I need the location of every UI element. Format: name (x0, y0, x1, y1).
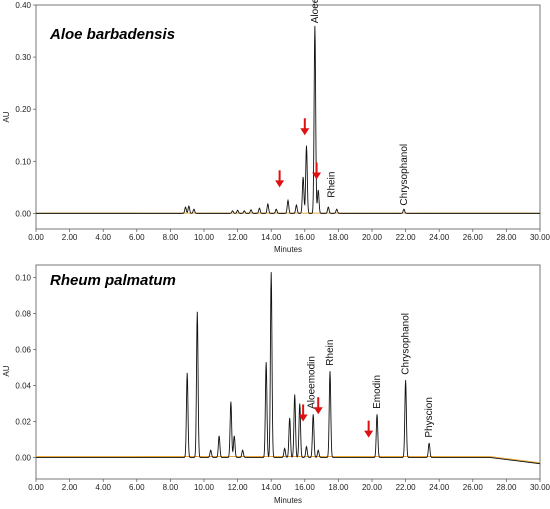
trace-layer (36, 272, 541, 465)
y-axis-label: AU (2, 111, 11, 122)
x-tick-label: 14.00 (261, 233, 282, 242)
peak-label: Rhein (327, 172, 338, 198)
red-arrow-marker (298, 404, 308, 422)
y-tick-label: 0.08 (15, 310, 31, 319)
x-tick-label: 20.00 (362, 233, 383, 242)
red-arrow-marker (300, 118, 310, 136)
x-tick-label: 2.00 (62, 233, 78, 242)
y-axis-label: AU (2, 365, 11, 376)
x-axis-label: Minutes (274, 496, 302, 505)
x-tick-label: 0.00 (28, 233, 44, 242)
peak-label: Rhein (325, 340, 336, 366)
x-tick-label: 24.00 (429, 233, 450, 242)
x-tick-label: 6.00 (129, 233, 145, 242)
sample-trace (36, 25, 540, 214)
red-arrow-marker (312, 162, 322, 180)
y-tick-label: 0.00 (15, 453, 31, 462)
x-axis-label: Minutes (274, 245, 302, 254)
red-arrow-marker (275, 170, 285, 188)
trace-layer (36, 25, 540, 214)
x-tick-label: 20.00 (362, 483, 383, 492)
plot-frame (35, 264, 541, 480)
peak-label: Aloeemodin (310, 0, 321, 23)
x-tick-label: 16.00 (295, 483, 316, 492)
x-tick-label: 4.00 (95, 483, 111, 492)
x-tick-label: 14.00 (261, 483, 282, 492)
plot-frame (35, 4, 541, 230)
y-tick-label: 0.30 (15, 53, 31, 62)
x-tick-label: 28.00 (496, 483, 517, 492)
x-tick-label: 30.00 (530, 483, 550, 492)
y-tick-label: 0.00 (15, 209, 31, 218)
peak-label: Chrysophanol (401, 313, 412, 375)
x-tick-label: 16.00 (295, 233, 316, 242)
annotation-layer: Aloeemodin Rhein Chrysophanol (275, 0, 410, 206)
panel-rheum-palmatum: Rheum palmatum AU Minutes 0.00 2.00 4.00 6.… (2, 264, 550, 505)
y-tick-label: 0.20 (15, 105, 31, 114)
x-axis-ticks: 0.00 2.00 4.00 6.00 8.00 10.00 12.00 14.00 16.00… (28, 479, 550, 492)
peak-label: Physcion (424, 397, 435, 438)
x-tick-label: 12.00 (228, 233, 249, 242)
x-tick-label: 30.00 (530, 233, 550, 242)
x-tick-label: 6.00 (129, 483, 145, 492)
y-tick-label: 0.40 (15, 1, 31, 10)
y-tick-label: 0.04 (15, 381, 31, 390)
x-tick-label: 2.00 (62, 483, 78, 492)
panel-aloe-barbadensis: Aloe barbadensis AU Minutes 0.00 2.00 4.00… (2, 0, 550, 254)
panel-title: Aloe barbadensis (49, 26, 175, 43)
annotation-layer: Aloeemodin Rhein Emodin Chrysophanol Physcio… (298, 313, 435, 438)
x-tick-label: 18.00 (328, 483, 349, 492)
x-tick-label: 8.00 (163, 233, 179, 242)
x-tick-label: 10.00 (194, 233, 215, 242)
y-tick-label: 0.10 (15, 274, 31, 283)
x-tick-label: 22.00 (396, 483, 417, 492)
x-tick-label: 8.00 (163, 483, 179, 492)
y-tick-label: 0.10 (15, 157, 31, 166)
x-tick-label: 22.00 (396, 233, 417, 242)
x-tick-label: 10.00 (194, 483, 215, 492)
red-arrow-marker (364, 420, 374, 438)
x-tick-label: 12.00 (228, 483, 249, 492)
y-tick-label: 0.06 (15, 346, 31, 355)
peak-label: Emodin (372, 375, 383, 409)
sample-trace (36, 272, 541, 465)
x-tick-label: 0.00 (28, 483, 44, 492)
y-axis-ticks: 0.00 0.02 0.04 0.06 0.08 0.10 (15, 274, 36, 462)
red-arrow-marker (313, 397, 323, 415)
x-tick-label: 18.00 (328, 233, 349, 242)
y-axis-ticks: 0.00 0.10 0.20 0.30 0.40 (15, 1, 36, 218)
x-tick-label: 26.00 (463, 483, 484, 492)
panel-title: Rheum palmatum (50, 272, 176, 289)
peak-label: Aloeemodin (307, 356, 318, 409)
x-tick-label: 4.00 (95, 233, 111, 242)
x-tick-label: 28.00 (496, 233, 517, 242)
x-tick-label: 24.00 (429, 483, 450, 492)
x-axis-ticks: 0.00 2.00 4.00 6.00 8.00 10.00 12.00 14.00 16.00… (28, 229, 550, 242)
x-tick-label: 26.00 (463, 233, 484, 242)
y-tick-label: 0.02 (15, 417, 31, 426)
peak-label: Chrysophanol (399, 144, 410, 206)
